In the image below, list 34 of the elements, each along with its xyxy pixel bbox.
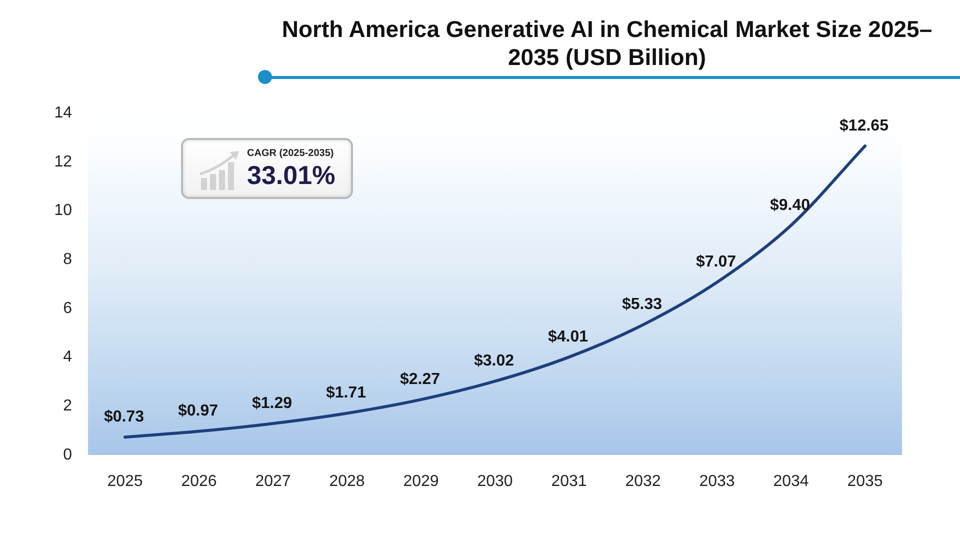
x-tick-label: 2025 bbox=[107, 473, 143, 490]
data-label: $12.65 bbox=[840, 117, 889, 134]
y-tick-label: 2 bbox=[63, 398, 72, 415]
data-label: $1.29 bbox=[252, 394, 292, 412]
data-label: $2.27 bbox=[400, 370, 440, 388]
x-tick-label: 2028 bbox=[329, 473, 365, 490]
data-label: $5.33 bbox=[622, 296, 662, 314]
y-tick-label: 10 bbox=[54, 202, 72, 220]
data-label: $9.40 bbox=[770, 196, 810, 214]
data-label: $1.71 bbox=[326, 384, 366, 402]
x-tick-label: 2034 bbox=[773, 473, 809, 490]
chart-title: North America Generative AI in Chemical Market Size 2025–2035 (USD Billion) bbox=[280, 15, 934, 71]
annotation: CAGR (2025-2035) bbox=[247, 148, 334, 160]
x-tick-label: 2029 bbox=[403, 473, 439, 490]
data-label: $7.07 bbox=[696, 254, 736, 271]
y-tick-label: 0 bbox=[63, 446, 72, 464]
data-label: $4.01 bbox=[548, 328, 588, 346]
data-label: $0.73 bbox=[104, 408, 144, 426]
data-label: $0.97 bbox=[178, 402, 218, 420]
x-tick-label: 2030 bbox=[477, 473, 513, 490]
y-tick-label: 6 bbox=[63, 300, 72, 317]
y-tick-label: 4 bbox=[63, 348, 72, 366]
y-tick-label: 14 bbox=[54, 104, 72, 122]
annotation: 33.01% bbox=[247, 160, 336, 190]
x-tick-label: 2033 bbox=[699, 473, 735, 490]
y-tick-label: 12 bbox=[54, 153, 72, 170]
x-tick-label: 2035 bbox=[847, 473, 883, 490]
cagr-card: CAGR (2025-2035) 33.01% bbox=[181, 138, 353, 199]
data-label: $3.02 bbox=[474, 352, 514, 370]
x-tick-label: 2032 bbox=[625, 473, 661, 490]
x-tick-label: 2031 bbox=[551, 473, 587, 490]
y-tick-label: 8 bbox=[63, 250, 72, 268]
x-tick-label: 2027 bbox=[255, 473, 291, 490]
x-tick-label: 2026 bbox=[181, 473, 217, 490]
